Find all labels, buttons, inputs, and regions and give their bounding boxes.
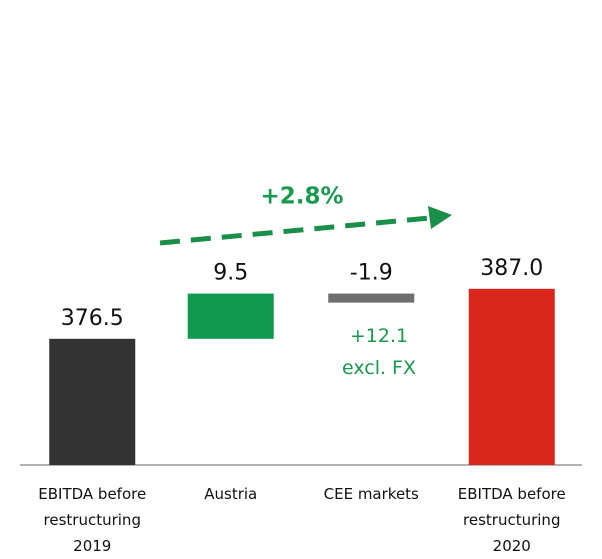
trend-arrow <box>159 215 431 246</box>
category-label: EBITDA before restructuring 2020 <box>457 485 566 555</box>
trend-arrow-head <box>428 206 452 229</box>
bar <box>187 293 274 339</box>
value-label: 376.5 <box>61 306 124 331</box>
growth-annotation: +2.8% <box>260 184 343 210</box>
category-label: EBITDA before restructuring 2019 <box>38 485 147 555</box>
fx-annotation: +12.1 excl. FX <box>341 325 416 379</box>
value-label: 9.5 <box>213 261 248 286</box>
value-label: 387.0 <box>480 256 543 281</box>
value-label: -1.9 <box>350 261 393 286</box>
category-label: CEE markets <box>323 485 419 503</box>
category-label: Austria <box>204 485 258 503</box>
bar <box>328 293 415 303</box>
bar <box>49 338 136 465</box>
bar <box>468 288 555 465</box>
